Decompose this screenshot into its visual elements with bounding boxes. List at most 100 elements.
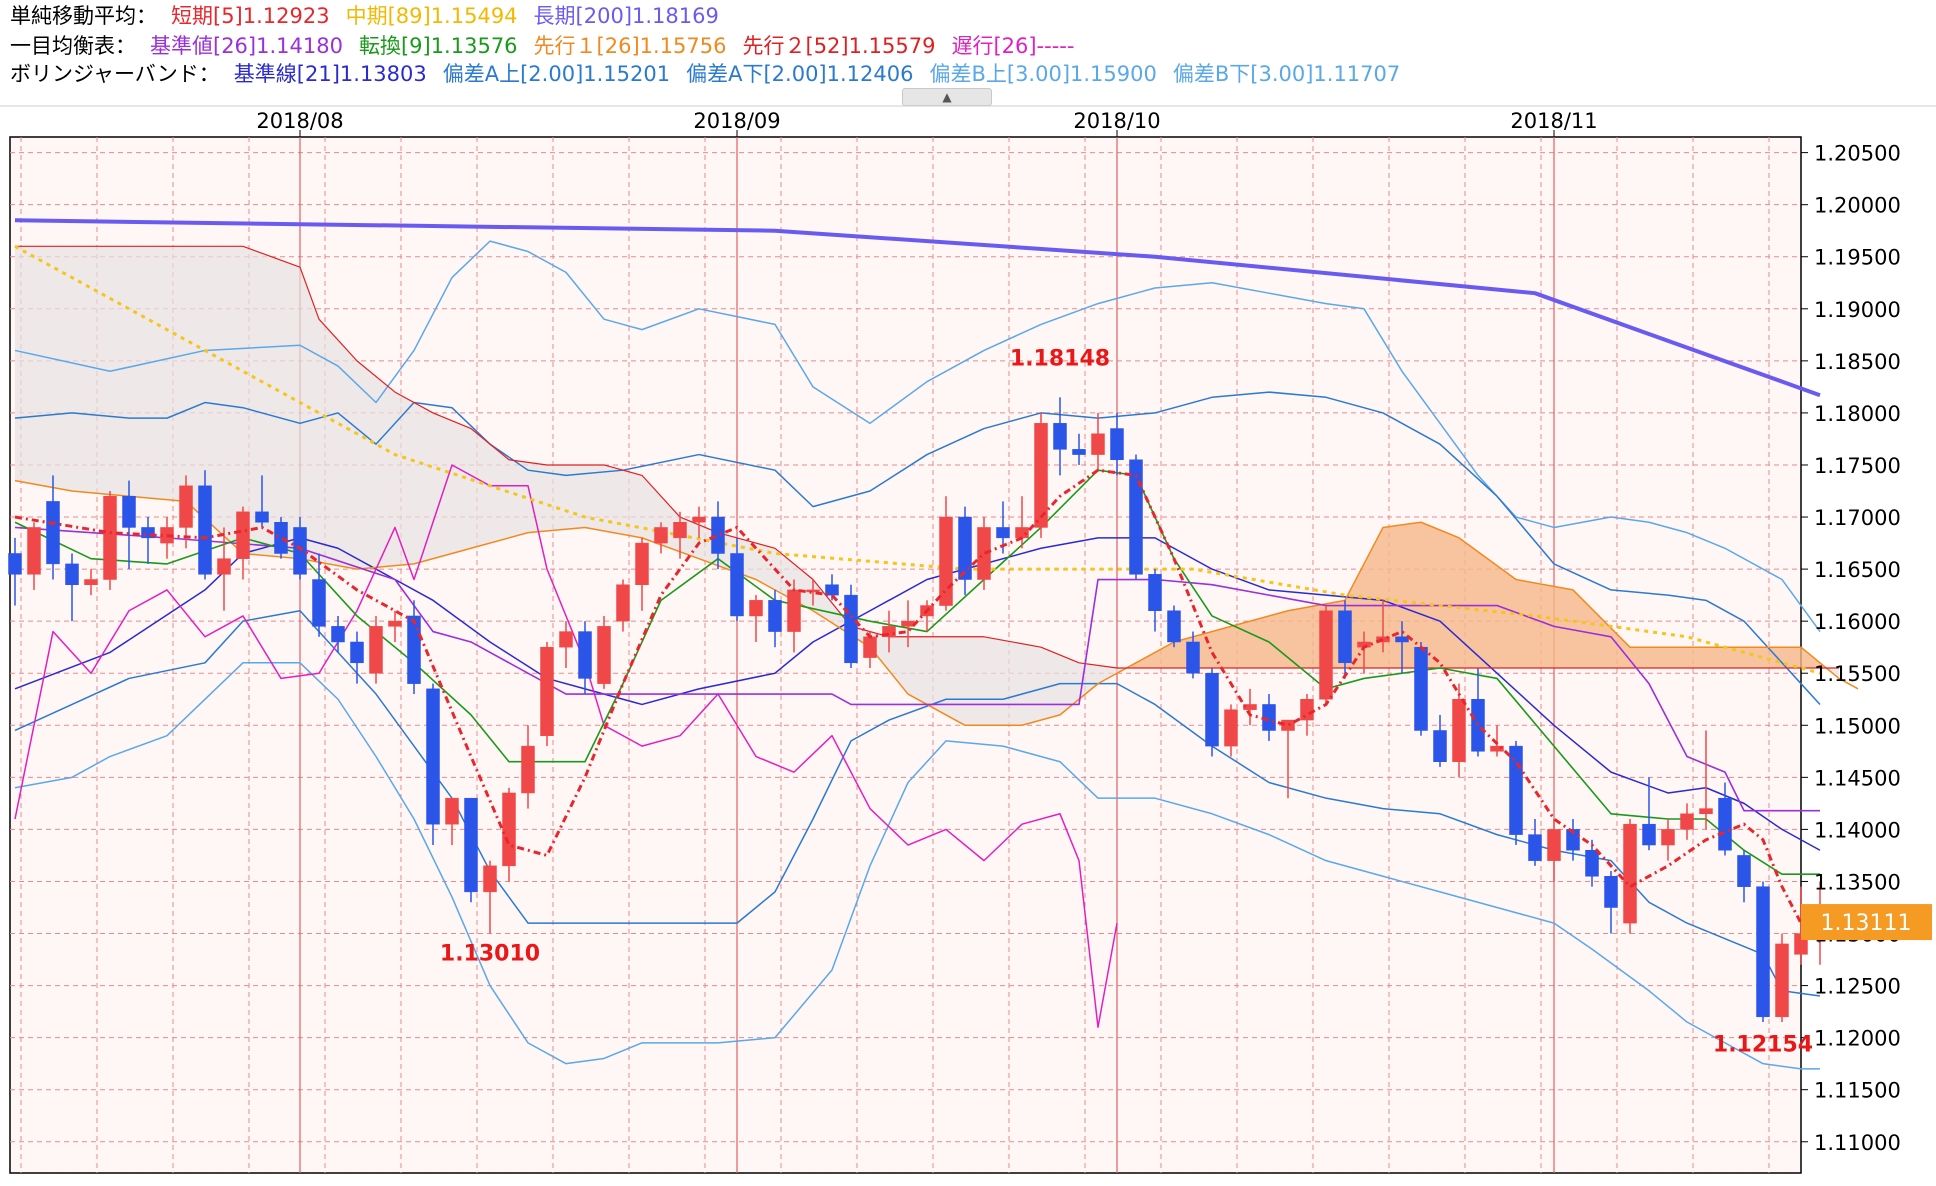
y-tick-label: 1.15000 — [1814, 714, 1901, 738]
bb-b-upper-value: 偏差B上[3.00]1.15900 — [929, 62, 1157, 86]
x-tick-label: 2018/08 — [256, 109, 343, 133]
candle-down — [122, 495, 136, 528]
candle-down — [65, 563, 79, 585]
y-tick-label: 1.14500 — [1814, 766, 1901, 790]
candle-up — [616, 584, 630, 622]
tenkan-value: 転換[9]1.13576 — [358, 34, 518, 58]
candle-up — [1281, 719, 1295, 731]
kijun-value: 基準値[26]1.14180 — [150, 34, 343, 58]
candle-down — [1642, 823, 1656, 846]
kumo-bullish-area — [1131, 522, 1830, 671]
candle-up — [1015, 527, 1029, 539]
candle-down — [274, 521, 288, 554]
chikou-value: 遅行[26]----- — [951, 34, 1075, 58]
candle-up — [236, 511, 250, 559]
bb-b-upper-line — [14, 240, 1821, 633]
senkou1-value: 先行１[26]1.15756 — [533, 34, 727, 58]
candle-down — [730, 553, 744, 617]
y-tick-label: 1.14000 — [1814, 818, 1901, 842]
y-tick-label: 1.15500 — [1814, 662, 1901, 686]
price-annotation-low2: 1.12154 — [1713, 1033, 1813, 1058]
candle-down — [844, 594, 858, 664]
y-tick-label: 1.19000 — [1814, 298, 1901, 322]
sma-mid-value: 中期[89]1.15494 — [345, 4, 518, 28]
bb-a-upper-line — [14, 391, 1821, 705]
x-tick-label: 2018/09 — [693, 109, 780, 133]
candle-up — [1699, 808, 1713, 815]
candle-down — [1566, 829, 1580, 851]
candle-down — [1471, 699, 1485, 752]
candle-down — [1148, 574, 1162, 611]
candle-up — [1547, 829, 1561, 861]
chevron-up-icon: ▲ — [942, 90, 952, 104]
x-tick-label: 2018/11 — [1510, 109, 1597, 133]
candle-up — [483, 865, 497, 893]
candle-up — [217, 558, 231, 575]
bb-a-upper-value: 偏差A上[2.00]1.15201 — [442, 62, 671, 86]
candle-up — [692, 516, 706, 523]
candle-down — [958, 516, 972, 580]
candle-up — [654, 527, 668, 544]
kumo-bearish-area — [15, 246, 1132, 726]
senkou2-value: 先行２[52]1.15579 — [742, 34, 936, 58]
candle-up — [502, 792, 516, 867]
candle-down — [1053, 423, 1067, 450]
current-price-label: 1.13111 — [1821, 911, 1912, 936]
candle-down — [1414, 646, 1428, 731]
candle-down — [1585, 849, 1599, 877]
candle-up — [806, 589, 820, 593]
y-tick-label: 1.12000 — [1814, 1027, 1901, 1051]
candle-down — [407, 615, 421, 684]
candle-down — [1756, 886, 1770, 1018]
candle-up — [1661, 829, 1675, 846]
candle-down — [578, 631, 592, 679]
sma-long-line — [14, 218, 1821, 398]
candle-up — [559, 631, 573, 648]
sma-long-value: 長期[200]1.18169 — [533, 4, 719, 28]
candle-up — [901, 620, 915, 627]
indicator-legend: 単純移動平均： 短期[5]1.12923 中期[89]1.15494 長期[200]1… — [0, 0, 1936, 88]
y-tick-label: 1.18500 — [1814, 350, 1901, 374]
candle-down — [1186, 641, 1200, 674]
candle-down — [825, 584, 839, 596]
candle-down — [1338, 610, 1352, 664]
bb-mid-value: 基準線[21]1.13803 — [233, 62, 427, 86]
candle-down — [1433, 730, 1447, 762]
y-tick-label: 1.18000 — [1814, 402, 1901, 426]
ichimoku-label: 一目均衡表： — [10, 34, 136, 58]
candle-down — [1395, 636, 1409, 643]
candle-down — [1509, 745, 1523, 835]
candle-down — [996, 527, 1010, 539]
y-tick-label: 1.17000 — [1814, 506, 1901, 530]
candle-up — [1490, 745, 1504, 752]
candle-down — [350, 641, 364, 664]
candle-down — [1072, 449, 1086, 455]
candle-up — [1775, 943, 1789, 1018]
tenkan-line — [14, 469, 1820, 875]
candle-up — [673, 521, 687, 539]
candle-up — [882, 626, 896, 638]
candle-up — [1319, 610, 1333, 700]
y-tick-label: 1.17500 — [1814, 454, 1901, 478]
y-tick-label: 1.12500 — [1814, 975, 1901, 999]
candle-down — [198, 485, 212, 575]
candle-down — [1110, 428, 1124, 461]
candle-down — [1167, 610, 1181, 643]
candle-up — [597, 626, 611, 684]
candle-up — [1034, 423, 1048, 528]
candle-up — [1091, 433, 1105, 455]
candle-down — [464, 797, 478, 893]
current-price-badge — [1801, 904, 1932, 941]
candle-up — [1680, 813, 1694, 830]
candle-down — [1129, 459, 1143, 575]
candle-up — [27, 527, 41, 575]
candle-up — [635, 542, 649, 585]
y-tick-label: 1.20500 — [1814, 142, 1901, 166]
price-annotation-high: 1.18148 — [1010, 347, 1110, 372]
y-tick-label: 1.19500 — [1814, 246, 1901, 270]
candle-up — [977, 527, 991, 580]
kijun-line — [14, 526, 1820, 812]
candle-down — [1205, 672, 1219, 747]
bb-b-lower-line — [14, 662, 1820, 1070]
